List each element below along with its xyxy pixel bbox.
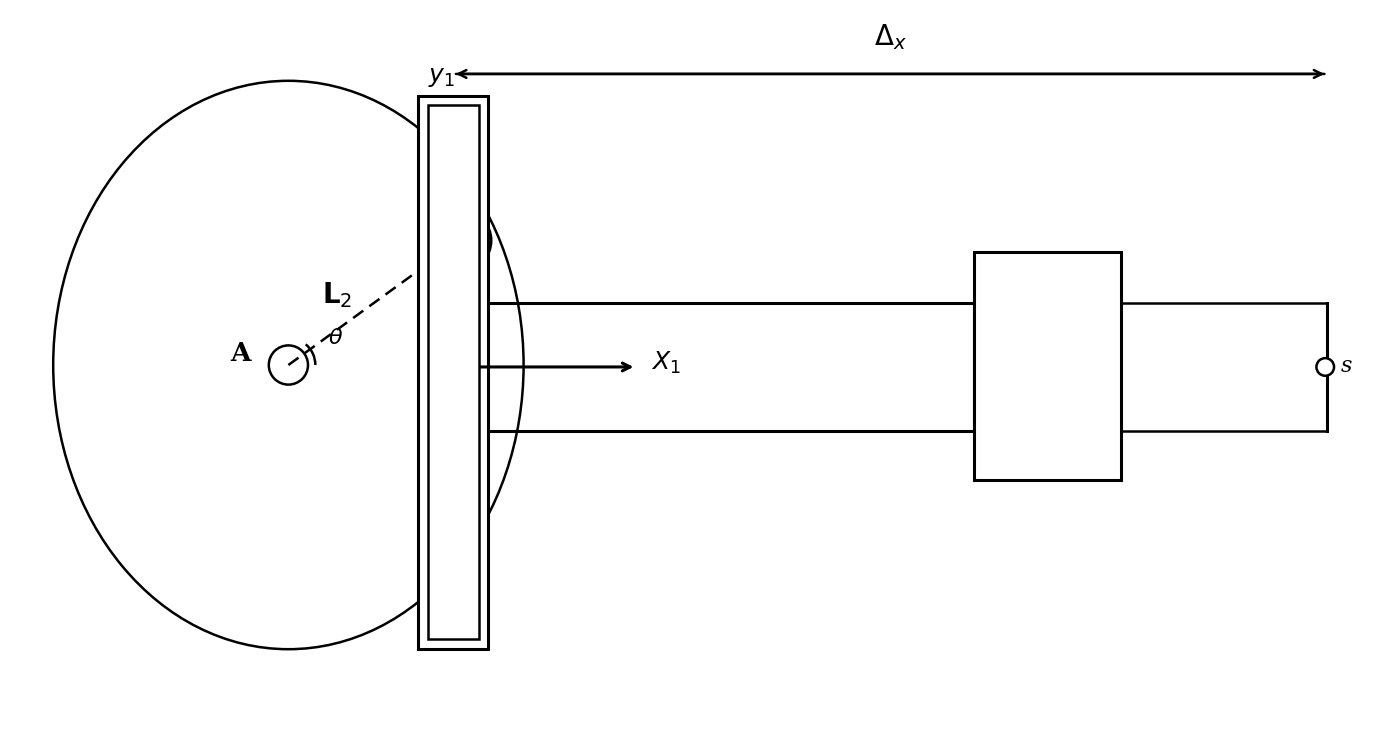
Circle shape <box>1316 358 1334 376</box>
Text: $\mathbf{L}_2$: $\mathbf{L}_2$ <box>322 280 351 310</box>
Bar <box>427 105 479 639</box>
Bar <box>417 96 489 649</box>
Bar <box>974 253 1121 480</box>
Text: B: B <box>451 230 466 249</box>
Text: s: s <box>1341 355 1352 377</box>
Text: $\Delta_x$: $\Delta_x$ <box>874 23 907 53</box>
Text: $y_1$: $y_1$ <box>428 66 455 88</box>
Text: $X_1$: $X_1$ <box>651 350 680 376</box>
Text: $\theta$: $\theta$ <box>328 327 343 350</box>
Text: A: A <box>231 341 251 366</box>
